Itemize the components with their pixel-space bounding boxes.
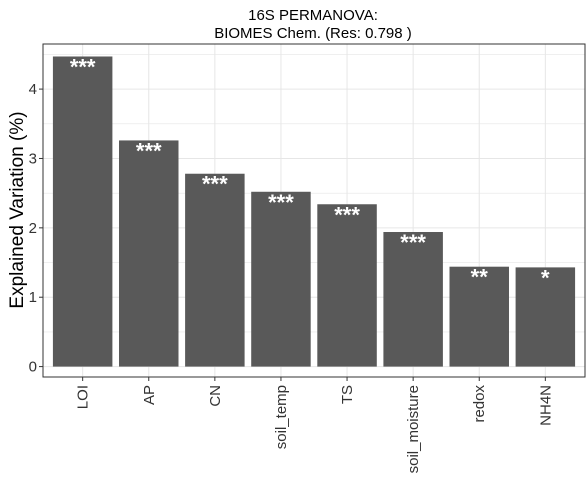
y-tick-label: 4 <box>29 81 37 98</box>
x-axis-ticks: LOI AP CN soil_temp TS soil_moisture redox NH4N <box>75 377 555 473</box>
chart-title: 16S PERMANOVA: <box>248 7 378 24</box>
x-tick-label-LOI: LOI <box>75 385 92 409</box>
x-tick-label-NH4N: NH4N <box>537 385 554 426</box>
bar-soil_temp <box>251 192 310 367</box>
y-axis-title: Explained Variation (%) <box>7 111 28 308</box>
chart-subtitle: BIOMES Chem. (Res: 0.798 ) <box>214 25 412 42</box>
y-tick-label: 1 <box>29 289 37 306</box>
x-tick-label-AP: AP <box>141 385 158 405</box>
x-tick-label-soil_moisture: soil_moisture <box>405 385 422 473</box>
y-axis-ticks: 0 1 2 3 4 <box>29 81 43 376</box>
sig-label-soil_moisture: *** <box>400 230 426 255</box>
sig-label-TS: *** <box>334 202 360 227</box>
y-tick-label: 2 <box>29 220 37 237</box>
x-tick-label-CN: CN <box>207 385 224 407</box>
y-tick-label: 0 <box>29 359 37 376</box>
bar-AP <box>119 140 178 366</box>
sig-label-redox: ** <box>471 265 489 290</box>
x-tick-label-redox: redox <box>471 385 488 423</box>
sig-label-AP: *** <box>136 138 162 163</box>
bar-LOI <box>53 56 112 366</box>
x-tick-label-TS: TS <box>339 385 356 404</box>
sig-label-soil_temp: *** <box>268 190 294 215</box>
sig-label-CN: *** <box>202 172 228 197</box>
bar-CN <box>185 174 244 367</box>
sig-label-NH4N: * <box>541 265 550 290</box>
sig-label-LOI: *** <box>70 54 96 79</box>
x-tick-label-soil_temp: soil_temp <box>273 385 290 449</box>
bar-TS <box>317 204 376 366</box>
y-tick-label: 3 <box>29 150 37 167</box>
